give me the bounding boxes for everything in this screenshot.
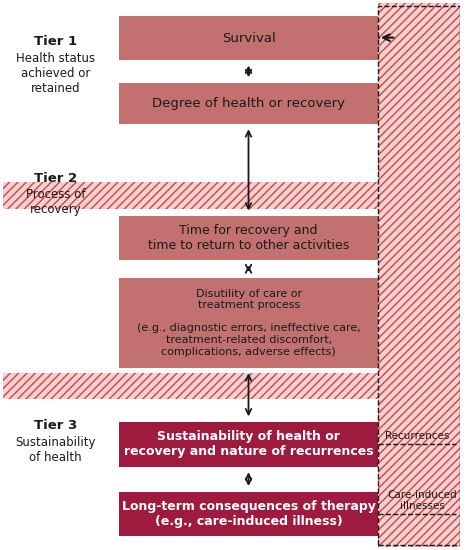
Text: Survival: Survival: [222, 32, 275, 45]
Text: Degree of health or recovery: Degree of health or recovery: [152, 97, 345, 110]
Bar: [3, 183, 378, 208]
Text: Health status
achieved or
retained: Health status achieved or retained: [16, 52, 95, 95]
Bar: [119, 216, 378, 260]
Bar: [378, 3, 460, 547]
Bar: [3, 373, 378, 399]
Text: Time for recovery and
time to return to other activities: Time for recovery and time to return to …: [148, 224, 349, 252]
Text: Disutility of care or
treatment process

(e.g., diagnostic errors, ineffective c: Disutility of care or treatment process …: [137, 289, 361, 356]
Text: Long-term consequences of therapy
(e.g., care-induced illness): Long-term consequences of therapy (e.g.,…: [122, 500, 376, 528]
Text: Tier 1: Tier 1: [34, 35, 77, 48]
Text: Care-induced
illnesses: Care-induced illnesses: [387, 490, 457, 512]
Bar: [3, 183, 378, 208]
Bar: [378, 3, 460, 547]
Bar: [3, 373, 378, 399]
Text: Recurrences: Recurrences: [385, 431, 449, 441]
Text: Sustainability
of health: Sustainability of health: [15, 436, 96, 464]
Text: Process of
recovery: Process of recovery: [26, 188, 85, 216]
Bar: [119, 422, 378, 466]
Bar: [119, 83, 378, 124]
Text: Sustainability of health or
recovery and nature of recurrences: Sustainability of health or recovery and…: [124, 430, 374, 458]
Bar: [119, 278, 378, 367]
Bar: [119, 492, 378, 536]
Text: Tier 3: Tier 3: [34, 419, 77, 432]
Bar: [119, 16, 378, 60]
Text: Tier 2: Tier 2: [34, 172, 77, 185]
Bar: [378, 6, 460, 544]
